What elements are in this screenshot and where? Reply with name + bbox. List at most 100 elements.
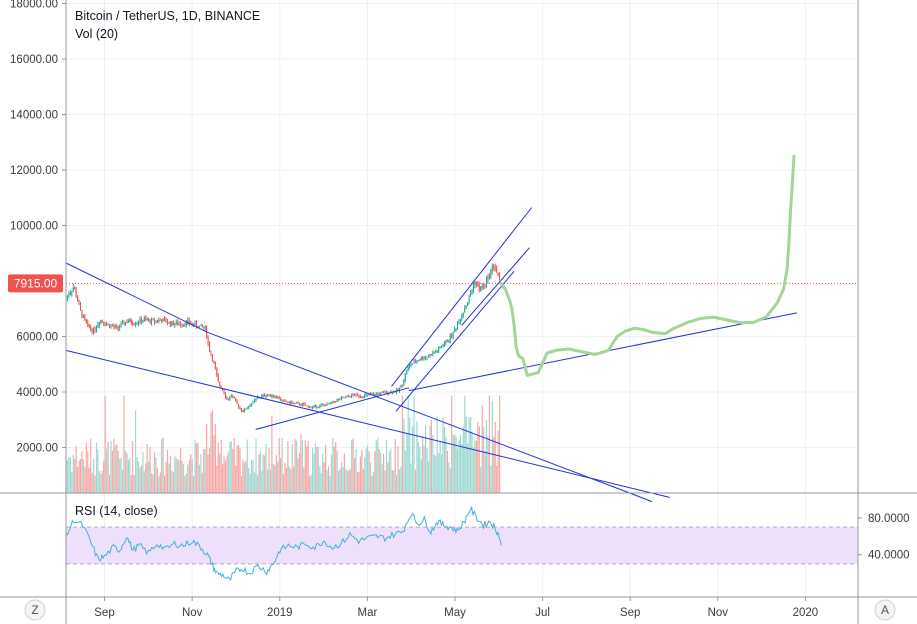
reset-zoom-button[interactable]: Z bbox=[24, 599, 46, 621]
volume-bar bbox=[355, 449, 357, 493]
projection-drawing bbox=[499, 154, 796, 377]
candle-body bbox=[383, 392, 384, 394]
volume-bars bbox=[65, 395, 501, 493]
volume-bar bbox=[388, 451, 390, 493]
candle-body bbox=[174, 324, 176, 326]
volume-bar bbox=[238, 445, 240, 493]
candle-body bbox=[103, 321, 105, 324]
candle-body bbox=[327, 403, 329, 405]
candle-body bbox=[497, 272, 499, 275]
candle-body bbox=[493, 266, 495, 268]
volume-bar bbox=[110, 441, 112, 493]
candle-body bbox=[69, 292, 71, 295]
volume-bar bbox=[354, 458, 356, 493]
candle-body bbox=[359, 396, 361, 398]
volume-bar bbox=[483, 427, 485, 493]
candle-body bbox=[204, 326, 206, 328]
candle-body bbox=[399, 387, 400, 391]
candle-body bbox=[277, 397, 279, 399]
candle-body bbox=[310, 407, 312, 409]
volume-bar bbox=[168, 463, 170, 493]
volume-bar bbox=[345, 469, 347, 493]
volume-bar bbox=[88, 467, 90, 493]
candle-body bbox=[207, 337, 209, 344]
candle-body bbox=[301, 403, 303, 406]
volume-bar bbox=[480, 467, 482, 493]
volume-bar bbox=[271, 416, 273, 493]
auto-scale-icon[interactable]: A bbox=[881, 603, 889, 617]
volume-bar bbox=[135, 410, 137, 493]
volume-bar bbox=[78, 460, 80, 493]
x-tick-label: Nov bbox=[708, 607, 729, 619]
candle-body bbox=[455, 328, 457, 330]
candle-body bbox=[420, 357, 422, 360]
candle-body bbox=[130, 320, 132, 324]
candle-body bbox=[223, 389, 225, 394]
volume-bar bbox=[243, 462, 245, 493]
candle-body bbox=[449, 335, 451, 341]
volume-bar bbox=[152, 474, 154, 493]
auto-scale-circle[interactable] bbox=[874, 599, 896, 621]
candle-body bbox=[264, 394, 266, 397]
candle-body bbox=[127, 322, 129, 323]
candle-body bbox=[77, 296, 79, 302]
volume-bar bbox=[129, 457, 131, 493]
volume-bar bbox=[236, 445, 238, 493]
candle-body bbox=[352, 394, 354, 396]
candle-body bbox=[345, 396, 347, 398]
candle-body bbox=[429, 354, 431, 357]
volume-bar bbox=[290, 469, 292, 493]
volume-bar bbox=[493, 437, 495, 493]
volume-bar bbox=[164, 475, 166, 493]
volume-bar bbox=[484, 451, 486, 493]
candle-body bbox=[191, 323, 193, 325]
candle-body bbox=[242, 410, 244, 412]
candle-body bbox=[335, 401, 337, 403]
candle-body bbox=[319, 405, 321, 407]
volume-bar bbox=[359, 456, 361, 493]
candle-body bbox=[167, 322, 168, 324]
candle-body bbox=[81, 310, 83, 317]
volume-bar bbox=[409, 417, 411, 493]
volume-bar bbox=[369, 462, 372, 493]
volume-bar bbox=[297, 458, 299, 493]
candle-body bbox=[496, 268, 498, 273]
volume-bar bbox=[103, 460, 105, 493]
volume-bar bbox=[249, 473, 251, 493]
volume-bar bbox=[235, 465, 237, 493]
volume-bar bbox=[439, 441, 441, 493]
candle-body bbox=[88, 323, 90, 327]
volume-bar bbox=[161, 438, 163, 493]
volume-bar bbox=[69, 457, 71, 493]
candle-body bbox=[400, 385, 402, 388]
volume-bar bbox=[124, 450, 127, 493]
volume-bar bbox=[459, 435, 461, 493]
candle-body bbox=[142, 320, 144, 323]
candle-body bbox=[107, 324, 109, 326]
reset-zoom-circle[interactable] bbox=[24, 599, 46, 621]
candle-body bbox=[349, 396, 351, 398]
candle-body bbox=[312, 406, 313, 408]
candle-body bbox=[348, 396, 350, 398]
candle-body bbox=[346, 396, 348, 398]
volume-bar bbox=[314, 443, 316, 493]
candle-body bbox=[267, 395, 268, 397]
candle-body bbox=[461, 315, 463, 320]
candle-body bbox=[114, 325, 116, 327]
volume-bar bbox=[364, 458, 366, 493]
chart-title: Bitcoin / TetherUS, 1D, BINANCE bbox=[75, 9, 260, 23]
volume-bar bbox=[81, 451, 83, 493]
volume-bar bbox=[300, 434, 302, 493]
volume-bar bbox=[174, 456, 176, 493]
volume-bar bbox=[95, 442, 98, 493]
zoom-icon[interactable]: Z bbox=[31, 603, 38, 617]
auto-scale-button[interactable]: A bbox=[874, 599, 896, 621]
candle-body bbox=[390, 391, 392, 393]
candle-body bbox=[384, 392, 386, 394]
candle-body bbox=[90, 327, 92, 329]
volume-bar bbox=[325, 444, 327, 493]
volume-bar bbox=[472, 447, 475, 493]
candle-body bbox=[464, 308, 466, 313]
volume-bar bbox=[111, 450, 113, 493]
